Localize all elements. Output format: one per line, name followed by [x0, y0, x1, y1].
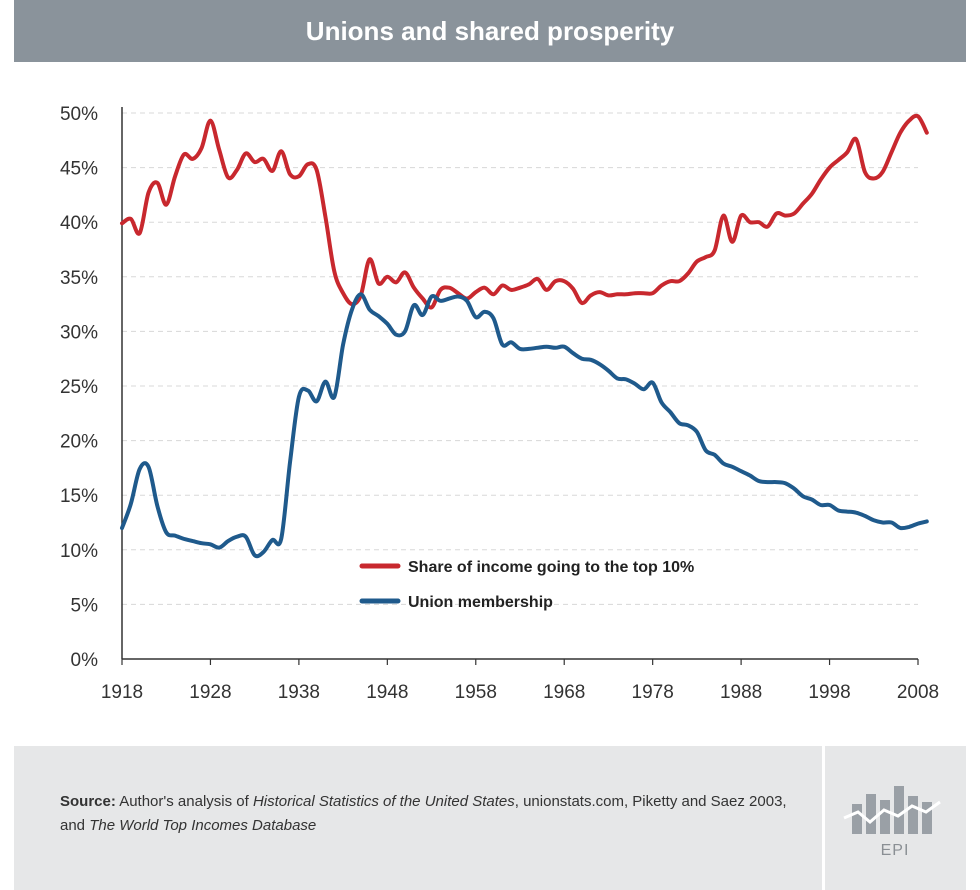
- x-tick-label: 1938: [278, 682, 320, 703]
- y-tick-label: 5%: [71, 595, 99, 616]
- title-bar: Unions and shared prosperity: [14, 0, 966, 62]
- source-footer: Source: Author's analysis of Historical …: [14, 746, 966, 890]
- line-chart: 0% 5% 10% 15% 20% 25% 30% 35% 40% 45% 50% 1918 1928 1…: [60, 104, 939, 703]
- y-tick-label: 10%: [60, 541, 98, 562]
- series-line-union-membership: [120, 292, 929, 559]
- y-tick-label: 0%: [71, 650, 99, 671]
- source-text-2: , unionstats.com, Piketty and Saez 2003,…: [60, 793, 787, 834]
- epi-logo: EPI: [840, 782, 950, 872]
- x-tick-label: 1998: [808, 682, 850, 703]
- epi-logo-text: EPI: [880, 842, 910, 859]
- y-tick-label: 30%: [60, 322, 98, 343]
- source-italic-2: The World Top Incomes Database: [89, 817, 317, 834]
- y-tick-label: 50%: [60, 104, 98, 125]
- chart-area: 0% 5% 10% 15% 20% 25% 30% 35% 40% 45% 50% 1918 1928 1…: [14, 62, 966, 746]
- y-tick-label: 25%: [60, 377, 98, 398]
- footer-divider: [822, 746, 825, 890]
- infographic: Unions and shared prosperity 0% 5% 10% 15% 2…: [14, 0, 966, 890]
- x-tick-label: 1948: [366, 682, 408, 703]
- y-tick-label: 35%: [60, 268, 98, 289]
- y-tick-label: 40%: [60, 213, 98, 234]
- x-tick-label: 1928: [189, 682, 231, 703]
- x-tick-label: 2008: [897, 682, 939, 703]
- legend-label: Union membership: [408, 594, 553, 611]
- y-tick-label: 20%: [60, 432, 98, 453]
- x-tick-label: 1918: [101, 682, 143, 703]
- x-tick-label: 1958: [455, 682, 497, 703]
- source-italic-1: Historical Statistics of the United Stat…: [252, 793, 515, 810]
- legend-label: Share of income going to the top 10%: [408, 559, 694, 576]
- chart-title: Unions and shared prosperity: [305, 15, 675, 46]
- x-tick-label: 1988: [720, 682, 762, 703]
- source-note: Source: Author's analysis of Historical …: [60, 790, 790, 838]
- series-line-top10-income-share: [120, 113, 929, 310]
- y-tick-label: 45%: [60, 159, 98, 180]
- source-text-1: Author's analysis of: [115, 793, 253, 810]
- x-tick-label: 1978: [632, 682, 674, 703]
- source-label: Source:: [60, 793, 116, 810]
- x-tick-label: 1968: [543, 682, 585, 703]
- y-tick-label: 15%: [60, 486, 98, 507]
- epi-logo-icon: [843, 786, 941, 834]
